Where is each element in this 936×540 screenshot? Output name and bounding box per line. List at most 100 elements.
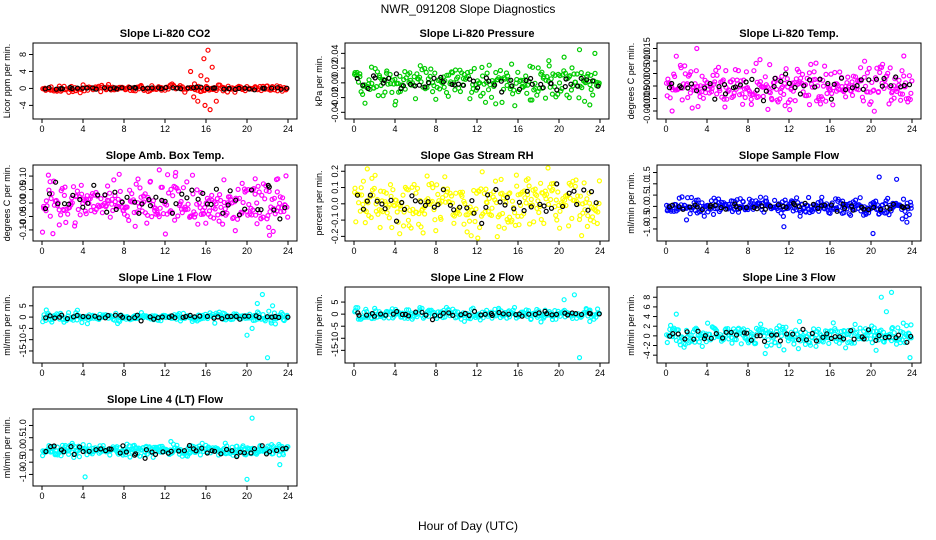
data-point [680, 206, 686, 212]
data-point [212, 320, 218, 326]
data-point [56, 207, 62, 213]
data-point [522, 83, 528, 89]
data-point [702, 85, 708, 91]
data-point [704, 320, 711, 326]
data-point [61, 201, 68, 207]
data-point [393, 218, 400, 224]
data-point [480, 90, 486, 97]
data-point [743, 69, 750, 75]
data-point [827, 210, 833, 216]
panel-title: Slope Li-820 Pressure [420, 28, 535, 40]
data-point [126, 315, 132, 321]
data-point [485, 87, 492, 93]
data-point [208, 201, 214, 207]
data-point [104, 183, 111, 189]
data-point [452, 308, 458, 314]
data-point [467, 76, 473, 82]
data-point [227, 188, 233, 194]
data-point [545, 165, 551, 171]
data-point [49, 319, 55, 325]
data-point [99, 210, 106, 216]
data-point [440, 310, 446, 316]
data-point [885, 70, 891, 77]
data-point [516, 222, 522, 228]
data-point [752, 340, 759, 346]
data-point [809, 330, 815, 337]
data-point [538, 81, 544, 88]
data-point [547, 196, 554, 203]
data-point [277, 216, 283, 222]
data-point [524, 192, 531, 198]
data-point [236, 85, 242, 92]
data-point [383, 312, 389, 318]
data-point [405, 313, 412, 319]
data-point [222, 206, 228, 212]
data-point [70, 88, 76, 95]
x-tick-label: 4 [704, 368, 709, 378]
y-tick-label: -0.010 [642, 98, 652, 124]
data-point [678, 84, 684, 91]
y-axis-label: degrees C per min. [2, 165, 12, 242]
data-point [274, 189, 280, 195]
data-point [417, 74, 423, 80]
data-point [499, 89, 505, 95]
data-point [468, 69, 474, 75]
data-point [576, 355, 583, 361]
data-point [587, 102, 593, 108]
data-point [49, 191, 55, 197]
data-point [669, 202, 675, 208]
data-point [234, 453, 240, 460]
data-point [271, 195, 277, 201]
data-point [907, 199, 914, 205]
data-point [147, 203, 153, 209]
data-point [768, 342, 774, 348]
data-point [199, 445, 205, 451]
data-point [393, 71, 399, 77]
data-point [356, 312, 362, 318]
data-point [712, 79, 718, 85]
data-point [721, 96, 727, 102]
data-point [368, 214, 374, 221]
data-point [561, 54, 567, 60]
data-point [79, 319, 85, 326]
data-point [147, 178, 154, 184]
data-point [895, 332, 902, 338]
data-point [380, 80, 386, 86]
data-point [849, 92, 856, 99]
data-point [234, 443, 240, 449]
data-point [68, 444, 74, 450]
data-point [799, 71, 806, 78]
x-tick-label: 24 [595, 368, 605, 378]
data-point [224, 446, 230, 452]
data-point [200, 190, 206, 196]
data-point [271, 207, 277, 213]
panel-2: Slope Li-820 Pressure kPa per min. 0 4 8 12 16… [314, 28, 610, 134]
data-point [679, 194, 685, 200]
data-point [382, 89, 388, 95]
data-point [254, 300, 260, 307]
panel-title: Slope Li-820 CO2 [120, 28, 210, 40]
data-point [252, 191, 258, 197]
data-point [118, 198, 125, 204]
data-point [793, 76, 799, 82]
data-point [901, 73, 907, 79]
data-point [573, 311, 579, 317]
data-point [832, 334, 838, 340]
y-axis-label: degrees C per min. [626, 43, 636, 120]
data-point [438, 216, 444, 222]
data-point [257, 443, 263, 449]
data-point [371, 185, 377, 191]
data-point [869, 79, 875, 86]
data-point [781, 91, 787, 98]
data-point [886, 334, 892, 340]
data-point [260, 214, 266, 220]
x-tick-label: 8 [745, 368, 750, 378]
data-point [676, 204, 682, 210]
y-tick-label: 0 [642, 333, 652, 338]
data-point [532, 186, 538, 192]
data-point [126, 217, 132, 223]
x-tick-label: 16 [825, 368, 835, 378]
data-point [787, 97, 793, 103]
data-point [509, 198, 516, 204]
data-point [893, 176, 900, 182]
